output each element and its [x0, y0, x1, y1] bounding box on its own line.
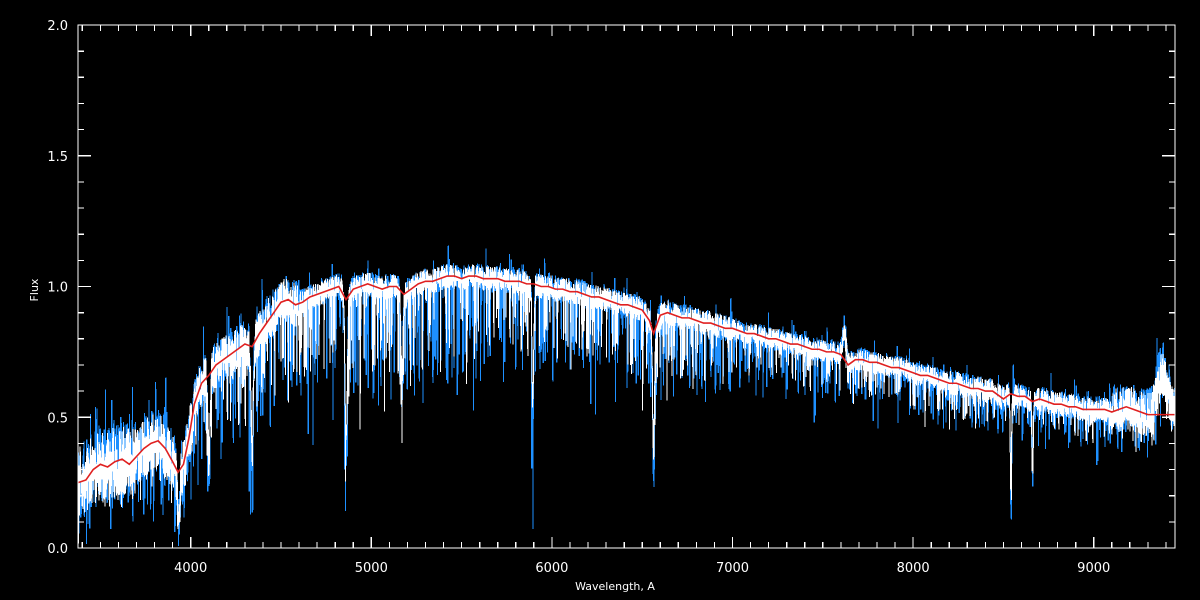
x-axis-title: Wavelength, A — [575, 580, 655, 593]
y-tick-label: 0.5 — [47, 411, 68, 426]
x-tick-label: 4000 — [174, 561, 207, 576]
y-tick-label: 1.5 — [47, 150, 68, 165]
y-axis-title: Flux — [28, 278, 41, 301]
x-tick-label: 8000 — [897, 561, 930, 576]
continuum-fit-series — [77, 275, 1175, 484]
x-tick-label: 9000 — [1077, 561, 1110, 576]
axis-tick-labels: 4000 5000 6000 7000 8000 9000 0.0 0.5 1.0 1.5 2.0 — [47, 19, 1110, 576]
y-tick-label: 0.0 — [47, 542, 68, 557]
y-tick-label: 2.0 — [47, 19, 68, 34]
axis-tick-marks — [78, 24, 1175, 549]
x-tick-label: 5000 — [355, 561, 388, 576]
y-tick-label: 1.0 — [47, 281, 68, 296]
x-tick-label: 7000 — [716, 561, 749, 576]
x-tick-label: 6000 — [535, 561, 568, 576]
